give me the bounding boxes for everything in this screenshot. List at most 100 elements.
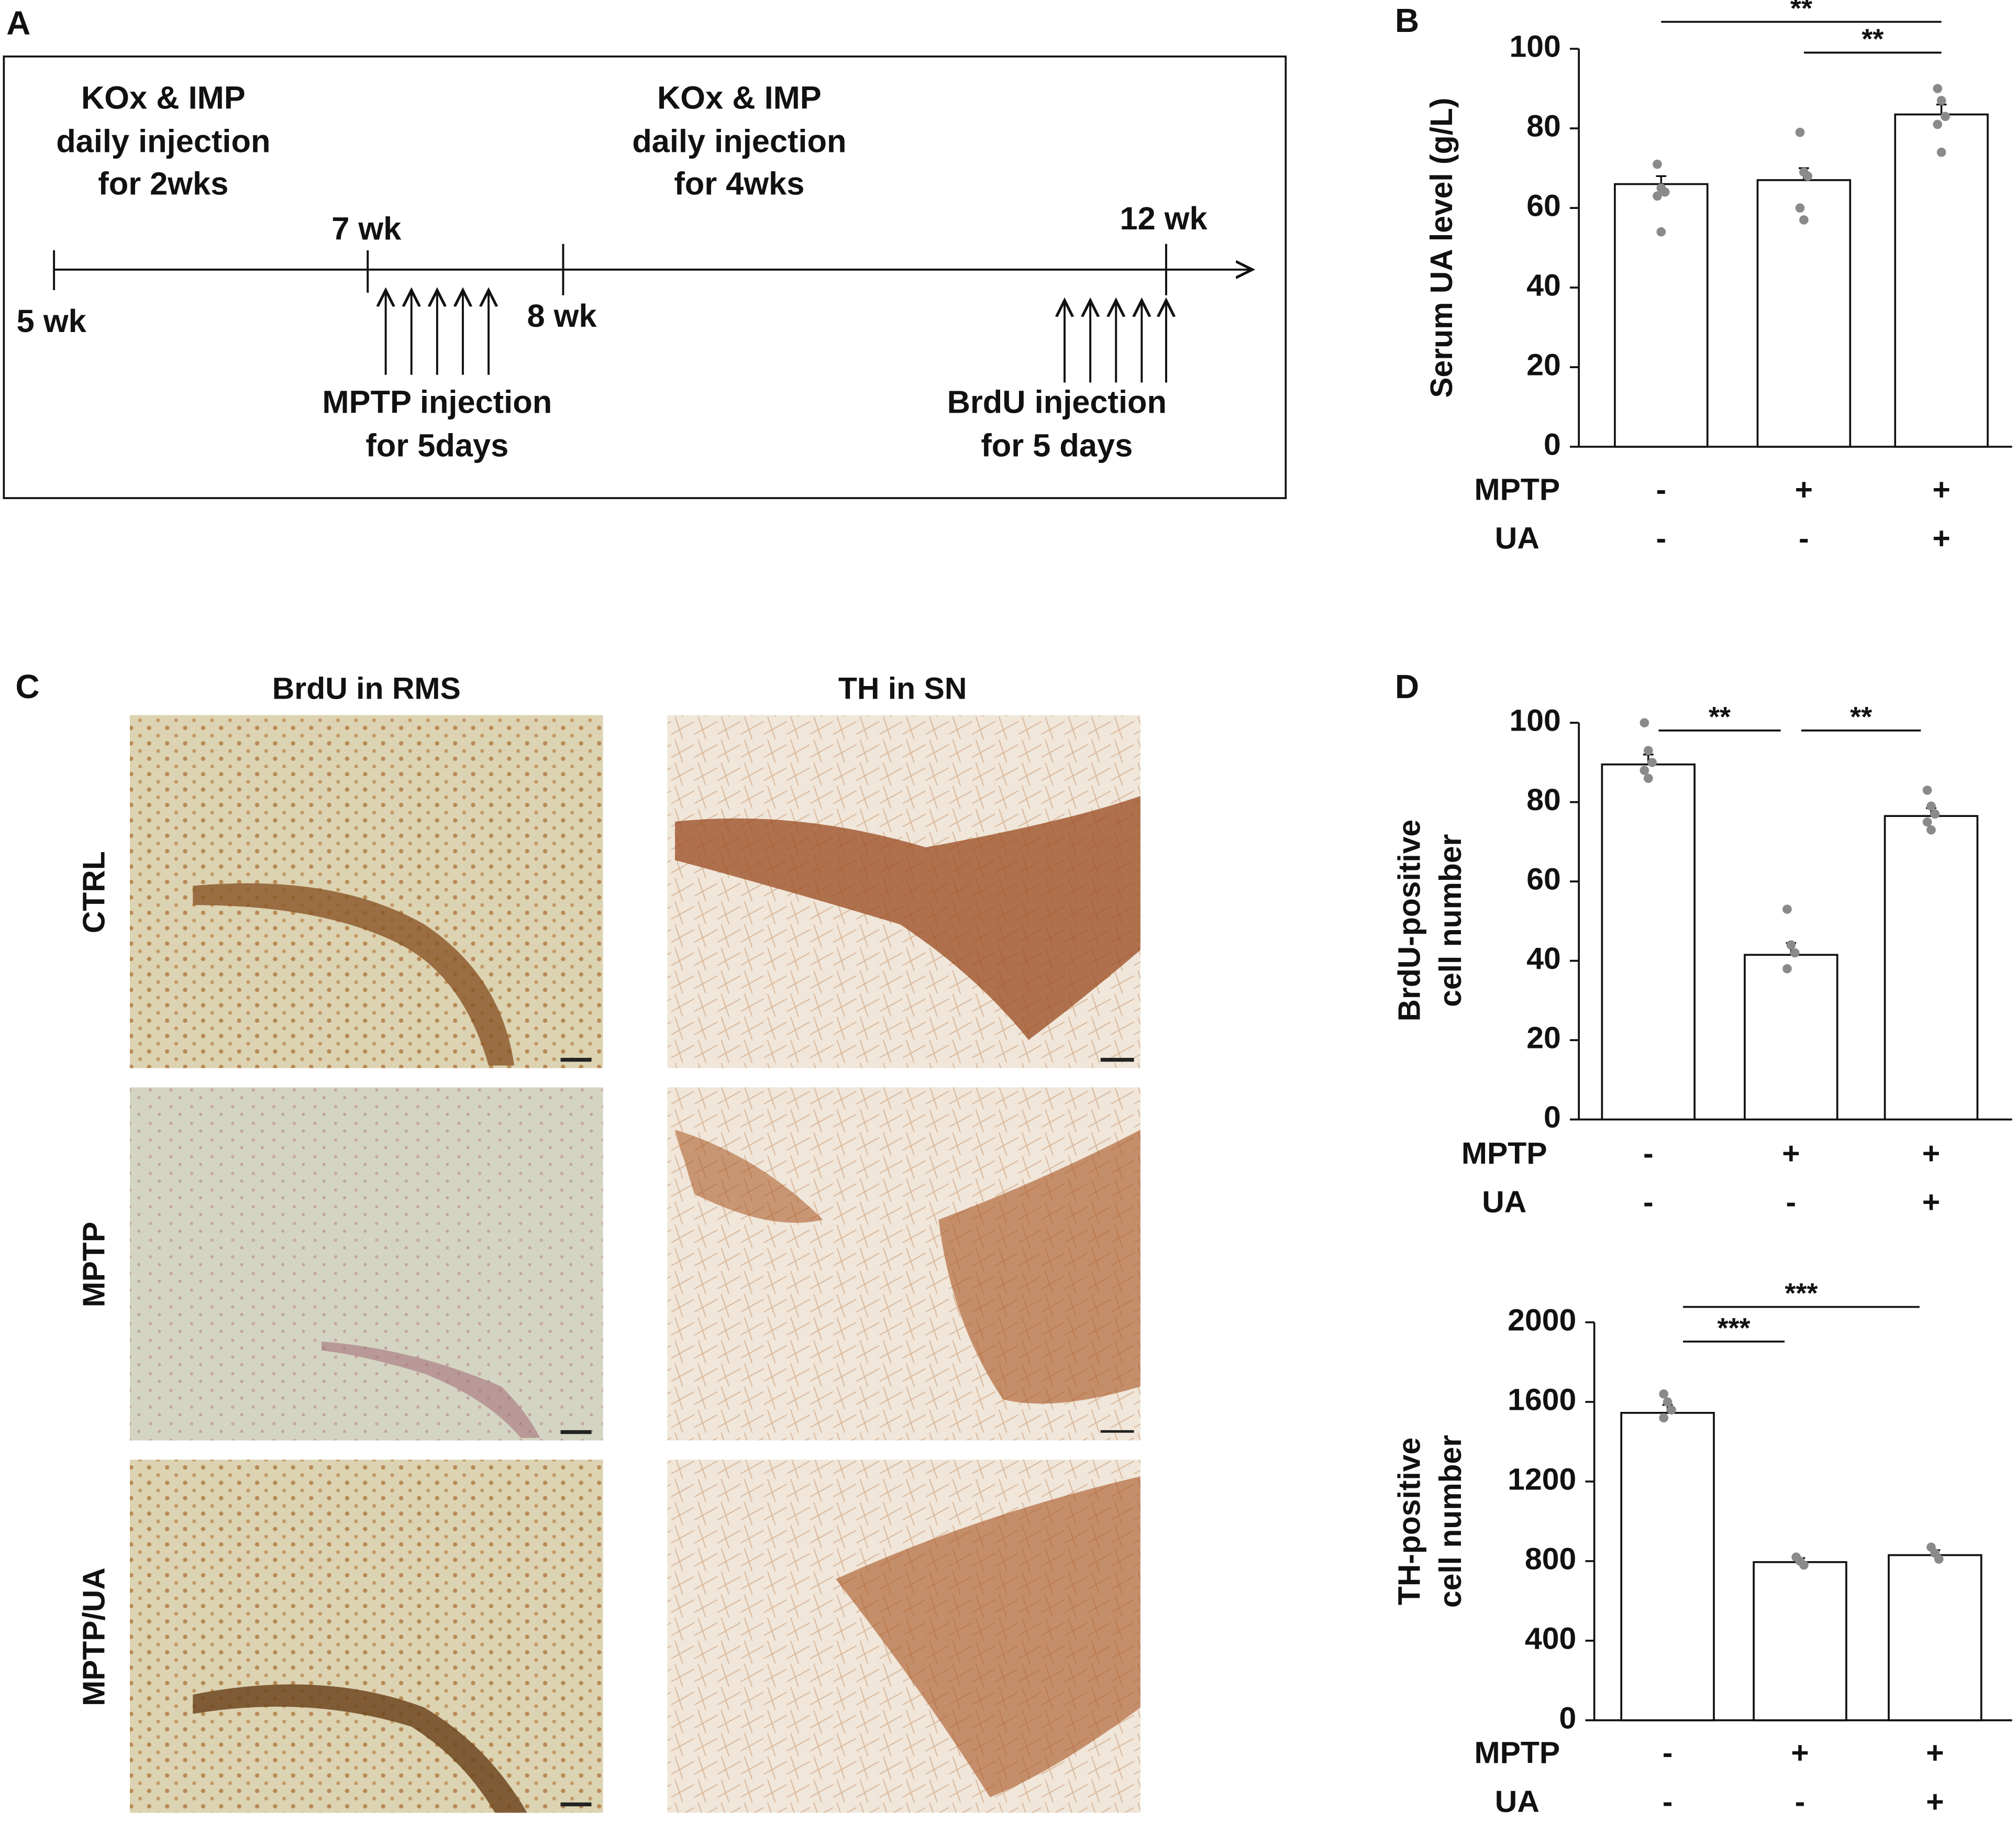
data-point — [1799, 1560, 1809, 1570]
data-point — [1930, 809, 1940, 819]
panel-label: B — [1395, 2, 1419, 39]
condition-level: + — [1782, 1136, 1800, 1170]
data-point — [1653, 159, 1662, 169]
micrograph — [667, 1460, 1140, 1813]
data-point — [1786, 940, 1796, 950]
condition-name: MPTP — [1474, 1736, 1560, 1770]
data-point — [1795, 127, 1805, 137]
condition-level: - — [1663, 1785, 1673, 1819]
bar — [1756, 179, 1852, 448]
condition-level: - — [1656, 522, 1667, 556]
brdu-arrows — [1065, 301, 1166, 383]
significance-label: ** — [1790, 0, 1812, 24]
y-tick-label: 100 — [1509, 30, 1560, 64]
data-point — [1922, 817, 1932, 827]
y-axis-label: Serum UA level (g/L) — [1425, 98, 1459, 398]
data-point — [1643, 746, 1653, 755]
bar — [1744, 954, 1838, 1121]
significance-label: *** — [1718, 1312, 1751, 1344]
phase-text: for 2wks — [98, 165, 228, 202]
data-point — [1933, 84, 1943, 93]
micrograph — [129, 715, 603, 1068]
data-point — [1659, 1389, 1669, 1399]
y-axis-label: BrdU-positive — [1392, 820, 1426, 1022]
y-tick-label: 0 — [1559, 1701, 1576, 1735]
condition-level: + — [1926, 1736, 1944, 1770]
significance-label: ** — [1709, 701, 1731, 733]
phase-text: KOx & IMP — [81, 79, 246, 115]
time-point: 8 wk — [527, 297, 597, 334]
panel-label: A — [6, 4, 30, 42]
y-axis-label: TH-positive — [1392, 1438, 1426, 1605]
row-label: MPTP — [77, 1222, 112, 1307]
y-tick-label: 80 — [1526, 783, 1561, 817]
data-point — [1643, 774, 1653, 783]
bar — [1614, 183, 1709, 448]
injection-text: MPTP injection — [322, 383, 552, 419]
significance-label: ** — [1862, 24, 1884, 55]
data-point — [1647, 758, 1657, 767]
condition-name: UA — [1482, 1185, 1526, 1219]
data-point — [1795, 203, 1805, 213]
bar — [1888, 1554, 1982, 1721]
bar — [1620, 1411, 1715, 1721]
data-point — [1926, 801, 1936, 811]
condition-level: - — [1795, 1785, 1805, 1819]
row-label: CTRL — [77, 851, 112, 933]
y-tick-label: 0 — [1544, 428, 1561, 462]
phase-text: daily injection — [56, 123, 270, 159]
data-point — [1640, 718, 1649, 727]
mptp-arrows — [386, 290, 489, 375]
y-tick-label: 0 — [1544, 1100, 1561, 1134]
condition-level: + — [1922, 1136, 1940, 1170]
y-axis-label: cell number — [1434, 834, 1468, 1007]
condition-name: MPTP — [1474, 472, 1560, 506]
condition-level: + — [1926, 1785, 1944, 1819]
column-title: TH in SN — [838, 671, 967, 705]
y-axis-label: cell number — [1434, 1435, 1468, 1608]
y-tick-label: 1200 — [1508, 1463, 1576, 1497]
micrograph — [129, 1460, 603, 1813]
condition-level: - — [1799, 522, 1809, 556]
timeline-box — [3, 56, 1287, 499]
data-point — [1660, 187, 1670, 197]
data-point — [1653, 191, 1662, 201]
y-tick-label: 80 — [1526, 109, 1561, 143]
condition-name: UA — [1495, 522, 1539, 556]
data-point — [1926, 825, 1936, 835]
y-tick-label: 20 — [1526, 348, 1561, 382]
bar — [1884, 815, 1979, 1121]
y-tick-label: 800 — [1525, 1542, 1576, 1576]
data-point — [1934, 1554, 1944, 1564]
panel-label: D — [1395, 668, 1419, 705]
data-point — [1782, 904, 1792, 914]
data-point — [1782, 964, 1792, 974]
y-tick-label: 60 — [1526, 189, 1561, 223]
error-bar — [1656, 175, 1667, 184]
data-point — [1667, 1405, 1676, 1415]
micrograph — [129, 1087, 603, 1441]
y-tick-label: 40 — [1526, 942, 1561, 976]
condition-level: - — [1663, 1736, 1673, 1770]
condition-level: + — [1791, 1736, 1809, 1770]
condition-level: + — [1932, 522, 1950, 556]
y-tick-label: 100 — [1509, 704, 1560, 738]
data-point — [1933, 119, 1943, 129]
data-point — [1936, 96, 1946, 105]
condition-level: - — [1643, 1185, 1654, 1219]
row-label: MPTP/UA — [77, 1567, 112, 1706]
time-point: 12 wk — [1120, 200, 1208, 236]
phase-text: daily injection — [632, 123, 846, 159]
data-point — [1922, 786, 1932, 795]
data-point — [1659, 1413, 1669, 1423]
panel-label: C — [15, 668, 39, 705]
time-point: 5 wk — [17, 303, 87, 339]
phase-text: KOx & IMP — [657, 79, 822, 115]
time-point: 7 wk — [331, 210, 402, 246]
condition-level: - — [1643, 1136, 1654, 1170]
data-point — [1936, 147, 1946, 157]
y-tick-label: 60 — [1526, 863, 1561, 897]
significance-label: *** — [1785, 1278, 1818, 1309]
bar — [1894, 113, 1989, 448]
